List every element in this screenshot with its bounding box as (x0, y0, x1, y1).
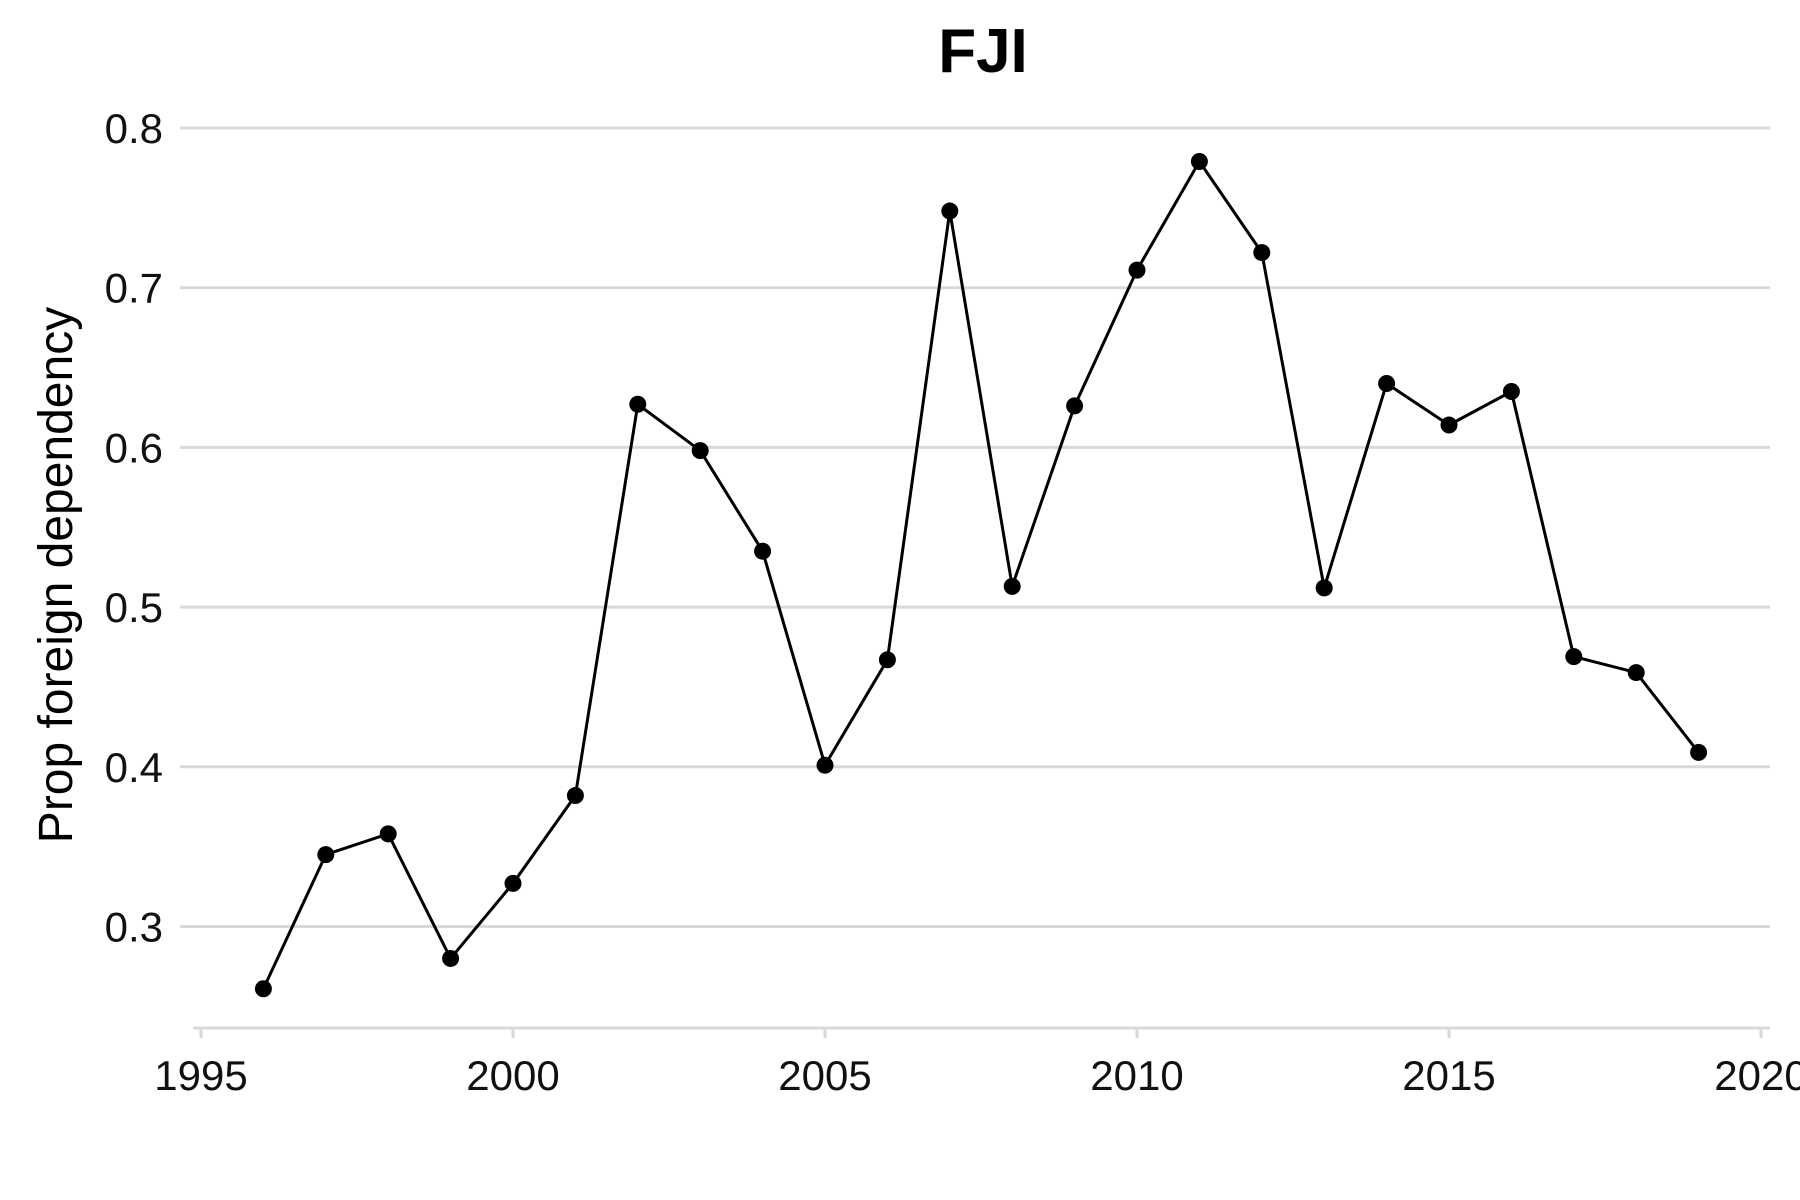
x-tick-label: 2010 (1090, 1052, 1183, 1099)
data-point (1627, 664, 1645, 682)
data-point (1315, 579, 1333, 597)
data-point (1253, 244, 1271, 262)
data-point (941, 202, 959, 220)
series (254, 153, 1708, 998)
chart-title: FJI (938, 17, 1028, 86)
x-tick-label: 2000 (466, 1052, 559, 1099)
data-point (1128, 261, 1146, 279)
data-point (1690, 743, 1708, 761)
data-point (1440, 416, 1458, 434)
grid (180, 126, 1770, 928)
y-tick-label: 0.7 (105, 265, 163, 312)
data-point (1066, 397, 1084, 415)
data-point (691, 442, 709, 460)
data-point (1502, 383, 1520, 401)
y-tick-label: 0.3 (105, 904, 163, 951)
y-tick-label: 0.6 (105, 424, 163, 471)
data-point (254, 980, 272, 998)
data-point (379, 825, 397, 843)
y-axis: 0.3 0.4 0.5 0.6 0.7 0.8 (105, 105, 163, 951)
data-point (1378, 375, 1396, 393)
y-tick-label: 0.5 (105, 584, 163, 631)
y-axis-label: Prop foreign dependency (30, 307, 83, 843)
y-tick-label: 0.4 (105, 744, 163, 791)
data-point (816, 756, 834, 774)
y-tick-label: 0.8 (105, 105, 163, 152)
x-tick-label: 2020 (1714, 1052, 1800, 1099)
data-point (317, 846, 335, 864)
data-point (629, 395, 647, 413)
data-point (1003, 577, 1021, 595)
data-point (1565, 648, 1583, 666)
data-point (442, 949, 460, 967)
x-tick-label: 2005 (778, 1052, 871, 1099)
x-tick-label: 2015 (1402, 1052, 1495, 1099)
x-tick-label: 1995 (154, 1052, 247, 1099)
x-axis: 1995 2000 2005 2010 2015 2020 (154, 1026, 1800, 1099)
data-point (754, 542, 772, 560)
data-point (878, 651, 896, 669)
data-point (1190, 153, 1208, 171)
series-line (262, 160, 1700, 990)
data-point (566, 787, 584, 805)
data-point (504, 874, 522, 892)
